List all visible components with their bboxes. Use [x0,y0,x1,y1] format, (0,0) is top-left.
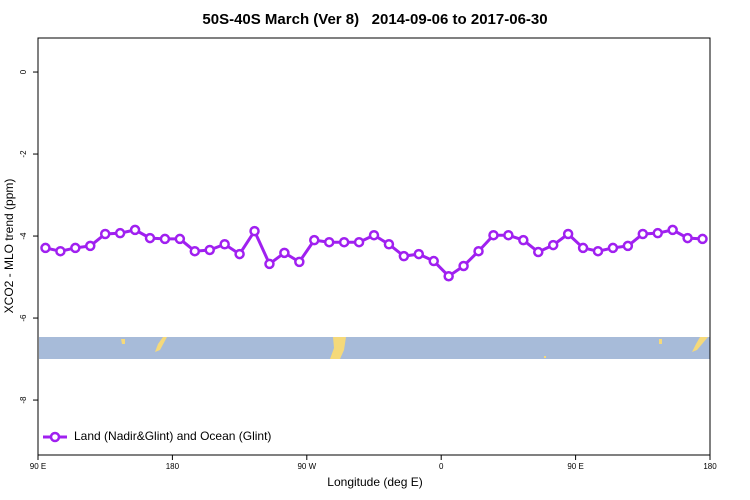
data-point [562,228,574,240]
data-point [368,229,380,241]
y-tick-label: -2 [19,150,28,158]
data-point [189,245,201,257]
x-tick-label: 90 E [567,462,583,471]
y-axis-label: XCO2 - MLO trend (ppm) [2,179,16,314]
data-point [159,233,171,245]
data-point [174,233,186,245]
y-tick-label: -4 [19,232,28,240]
x-tick-label: 180 [703,462,717,471]
x-tick-label: 90 W [297,462,316,471]
data-point [309,234,320,246]
data-point [503,229,514,241]
data-point [338,236,350,248]
data-point [323,236,335,248]
data-point [547,239,559,251]
data-point [99,228,111,240]
data-point [234,248,245,260]
data-point [413,248,425,260]
x-tick-label: 0 [439,462,444,471]
x-axis-label: Longitude (deg E) [327,475,422,489]
data-point [458,260,469,272]
data-point [533,246,544,258]
x-tick-label: 90 E [30,462,46,471]
data-point [637,228,649,240]
data-point [682,232,693,244]
legend-label: Land (Nadir&Glint) and Ocean (Glint) [74,429,271,443]
data-point [129,224,141,236]
data-point [249,225,260,237]
y-tick-label: -6 [19,314,28,322]
y-tick-label: 0 [19,69,28,74]
data-point [40,242,51,254]
x-tick-label: 180 [166,462,180,471]
data-point [652,227,663,239]
legend-marker [49,431,61,443]
data-point [383,238,395,250]
data-point [114,227,126,239]
data-point [279,247,290,259]
data-point [443,270,454,282]
data-point [294,256,305,268]
data-point [697,233,708,245]
y-tick-label: -8 [19,396,28,404]
data-point [204,244,215,256]
data-point [219,238,230,250]
data-point [70,242,81,254]
map-strip [39,337,710,359]
data-point [353,236,365,248]
data-point [488,229,499,241]
data-point [398,250,410,262]
data-point [577,242,589,254]
data-point [264,258,275,270]
data-point [428,255,439,267]
data-point [667,224,678,236]
data-point [622,240,634,252]
chart-title: 50S-40S March (Ver 8) 2014-09-06 to 2017… [202,11,547,28]
data-point [85,240,96,252]
data-point [607,242,619,254]
data-point [55,245,66,257]
plot-frame [37,37,711,456]
data-point [592,245,604,257]
data-point [473,245,484,257]
data-point [518,234,529,246]
data-point [144,232,156,244]
